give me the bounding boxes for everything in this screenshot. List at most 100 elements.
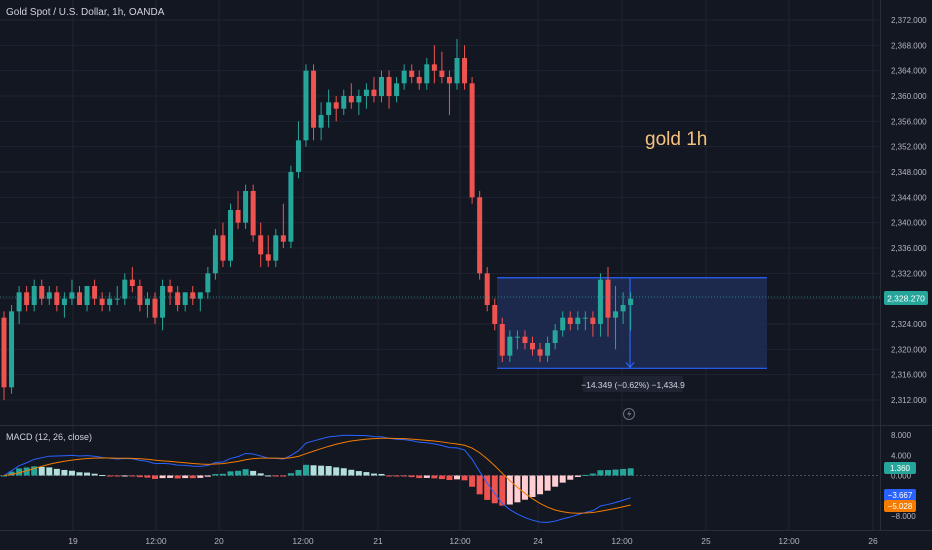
macd-hist-bar bbox=[491, 475, 498, 504]
candle bbox=[258, 222, 264, 267]
macd-hist-bar bbox=[537, 475, 544, 495]
price-tick-label: 2,372.000 bbox=[891, 16, 927, 25]
candle bbox=[295, 121, 301, 179]
time-tick-label: 19 bbox=[68, 536, 78, 546]
candle bbox=[386, 70, 392, 109]
macd-hist-bar bbox=[68, 470, 75, 476]
macd-hist-bar bbox=[144, 475, 151, 478]
macd-hist-bar bbox=[197, 475, 204, 478]
macd-hist-bar bbox=[257, 473, 264, 476]
measure-arrowhead bbox=[625, 361, 635, 369]
macd-hist-bar bbox=[340, 468, 347, 476]
candle bbox=[363, 83, 369, 109]
candle bbox=[462, 45, 468, 90]
measure-box[interactable] bbox=[497, 277, 767, 369]
time-axis[interactable]: 19 12:00 20 12:00 21 12:00 24 12:00 25 12:00 26 bbox=[68, 536, 878, 546]
candle bbox=[356, 89, 362, 115]
macd-hist-bar bbox=[627, 468, 634, 476]
macd-hist-bar bbox=[589, 473, 596, 476]
candle bbox=[318, 102, 324, 141]
macd-hist-bar bbox=[333, 467, 340, 476]
macd-hist-bar bbox=[76, 472, 83, 476]
macd-hist-bar bbox=[514, 475, 521, 503]
candle bbox=[61, 292, 67, 318]
price-tick-label: 2,320.000 bbox=[891, 345, 927, 354]
candle bbox=[160, 279, 166, 331]
candle bbox=[424, 58, 430, 90]
macd-hist-bar bbox=[597, 470, 604, 476]
macd-hist-bar bbox=[121, 475, 128, 477]
macd-hist-bar bbox=[53, 468, 60, 476]
grid-lines bbox=[0, 0, 880, 530]
price-tick-label: 2,336.000 bbox=[891, 244, 927, 253]
candle bbox=[582, 311, 588, 331]
candle bbox=[326, 89, 332, 128]
macd-hist-bar bbox=[620, 468, 627, 476]
candle bbox=[205, 267, 211, 299]
macd-hist-bar bbox=[174, 475, 181, 479]
lightning-icon[interactable] bbox=[623, 408, 635, 420]
macd-hist-bar bbox=[605, 470, 611, 476]
candle bbox=[484, 267, 490, 312]
price-tick-label: 2,348.000 bbox=[891, 168, 927, 177]
macd-hist-bar bbox=[521, 475, 528, 500]
macd-hist-bar bbox=[99, 475, 106, 477]
candle bbox=[446, 70, 452, 115]
macd-hist-bar bbox=[310, 465, 317, 476]
time-tick-label: 24 bbox=[533, 536, 543, 546]
price-tick-label: 2,344.000 bbox=[891, 193, 927, 202]
macd-hist-bar bbox=[159, 475, 166, 479]
macd-tick-label: 8.000 bbox=[891, 431, 912, 440]
macd-hist-value: 1.360 bbox=[890, 464, 911, 473]
measure-label: −14.349 (−0.62%) −1,434.9 bbox=[581, 380, 685, 390]
macd-hist-bar bbox=[499, 475, 506, 506]
macd-hist-bar bbox=[355, 471, 362, 476]
price-tick-label: 2,312.000 bbox=[891, 396, 927, 405]
macd-hist-bar bbox=[212, 474, 219, 476]
candle bbox=[77, 286, 82, 305]
candle bbox=[394, 77, 400, 103]
candle bbox=[590, 311, 596, 337]
measure-tool[interactable] bbox=[497, 277, 767, 369]
macd-hist-bar bbox=[423, 475, 430, 478]
candle bbox=[431, 45, 437, 84]
time-tick-label: 12:00 bbox=[449, 536, 471, 546]
macd-hist-bar bbox=[386, 475, 393, 477]
candle bbox=[560, 311, 566, 337]
candle bbox=[69, 279, 75, 305]
macd-hist-bar bbox=[61, 469, 68, 476]
macd-hist-bar bbox=[136, 475, 143, 478]
macd-hist-bar bbox=[544, 475, 551, 491]
macd-hist-bar bbox=[506, 475, 513, 505]
candle bbox=[311, 64, 317, 141]
candle bbox=[575, 311, 581, 331]
candle bbox=[84, 286, 90, 312]
macd-hist-bar bbox=[23, 467, 30, 476]
macd-hist-bar bbox=[325, 466, 332, 476]
candle bbox=[530, 336, 535, 356]
macd-hist-badge bbox=[884, 462, 916, 474]
candle bbox=[620, 292, 626, 324]
time-tick-label: 26 bbox=[868, 536, 878, 546]
price-tick-label: 2,340.000 bbox=[891, 219, 927, 228]
macd-hist-bar bbox=[559, 475, 566, 483]
candle bbox=[235, 191, 241, 229]
candle bbox=[401, 64, 407, 90]
candle bbox=[175, 286, 181, 312]
price-axis[interactable]: 2,372.000 2,368.000 2,364.000 2,360.000 2,35… bbox=[891, 16, 927, 405]
candle bbox=[250, 184, 256, 242]
macd-hist-bar bbox=[204, 475, 211, 477]
price-tick-label: 2,316.000 bbox=[891, 371, 927, 380]
candle bbox=[477, 191, 483, 280]
candles-series[interactable] bbox=[1, 39, 634, 400]
macd-hist-bar bbox=[363, 472, 370, 476]
candle bbox=[605, 267, 611, 337]
macd-title: MACD (12, 26, close) bbox=[6, 432, 92, 442]
candle bbox=[499, 317, 505, 362]
candle bbox=[348, 83, 354, 109]
macd-hist-bar bbox=[265, 475, 272, 477]
annotation-text[interactable]: gold 1h bbox=[645, 129, 707, 150]
macd-hist-bar bbox=[250, 470, 257, 476]
candle bbox=[552, 324, 558, 350]
